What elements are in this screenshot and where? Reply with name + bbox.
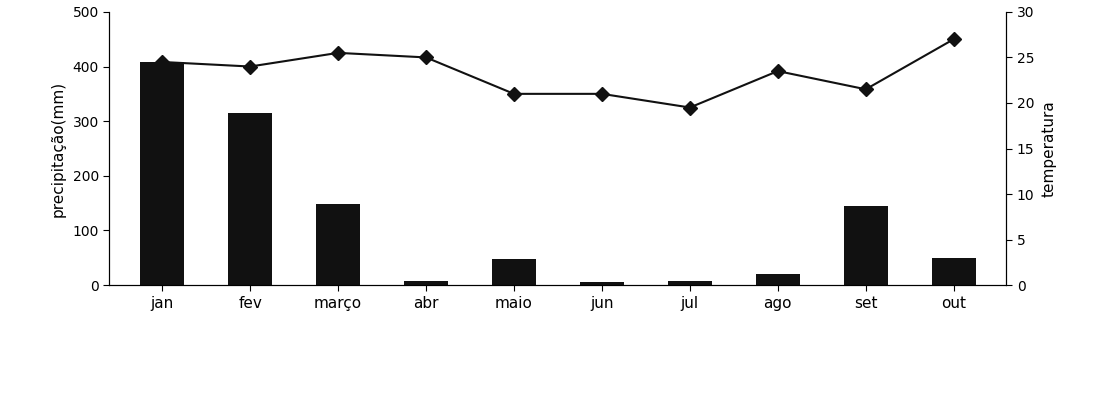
Bar <box>667 281 712 285</box>
Bar <box>756 274 800 285</box>
Y-axis label: precipitação(mm): precipitação(mm) <box>50 80 66 217</box>
Y-axis label: temperatura: temperatura <box>1041 100 1057 197</box>
Bar <box>492 259 536 285</box>
Bar <box>932 258 976 285</box>
Bar <box>580 282 624 285</box>
Bar <box>843 206 887 285</box>
Bar <box>229 113 272 285</box>
Bar <box>404 281 449 285</box>
Bar <box>316 204 360 285</box>
Bar <box>140 62 184 285</box>
